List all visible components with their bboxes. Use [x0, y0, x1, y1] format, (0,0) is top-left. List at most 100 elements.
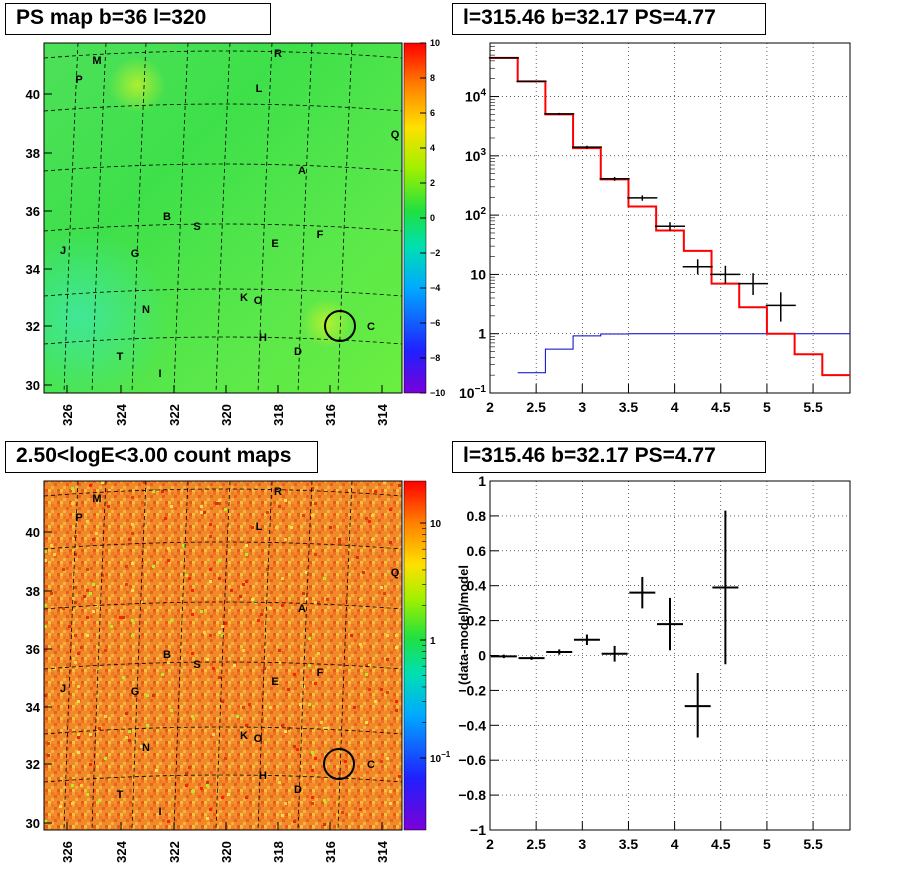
count-pixel	[248, 703, 251, 706]
grid-longitude-line	[91, 42, 107, 394]
x-tick-label: 2.5	[526, 399, 546, 415]
count-pixel	[131, 634, 134, 637]
count-pixel	[299, 703, 302, 706]
source-label-e: E	[271, 238, 278, 250]
source-label-h: H	[259, 770, 267, 782]
count-pixel	[77, 685, 80, 688]
count-pixel	[209, 535, 212, 538]
count-pixel	[125, 565, 128, 568]
colorbar-tick-label: −6	[430, 318, 440, 328]
count-pixel	[125, 583, 128, 586]
count-pixel	[104, 649, 107, 652]
count-pixel	[209, 580, 212, 583]
count-pixel	[311, 796, 314, 799]
x-tick-label: 3.5	[619, 399, 639, 415]
count-pixel	[362, 571, 365, 574]
count-pixel	[365, 721, 368, 724]
count-pixel	[44, 694, 47, 697]
count-pixel	[269, 607, 272, 610]
count-pixel	[146, 694, 149, 697]
count-pixel	[293, 673, 296, 676]
count-pixel	[68, 625, 71, 628]
colorbar-tick-label: −8	[430, 353, 440, 363]
count-pixel	[257, 619, 260, 622]
count-pixel	[380, 760, 383, 763]
count-pixel	[239, 595, 242, 598]
count-pixel	[209, 634, 212, 637]
count-pixel	[386, 691, 389, 694]
source-label-n: N	[142, 742, 150, 754]
count-pixel	[395, 646, 398, 649]
source-label-i: I	[158, 368, 161, 380]
count-pixel	[50, 544, 53, 547]
count-pixel	[191, 613, 194, 616]
count-pixel	[365, 664, 368, 667]
source-label-q: Q	[391, 567, 400, 579]
count-pixel	[242, 649, 245, 652]
x-tick-label: 314	[375, 403, 390, 425]
count-pixel	[374, 490, 377, 493]
x-tick-label: 4	[671, 836, 679, 852]
count-pixel	[380, 688, 383, 691]
count-pixel	[71, 502, 74, 505]
count-pixel	[185, 574, 188, 577]
count-pixel	[44, 559, 47, 562]
count-pixel	[86, 568, 89, 571]
source-label-s: S	[193, 221, 200, 233]
count-map-source-labels: M R P L Q A B S J G E F K O N C H D T I	[60, 486, 400, 818]
count-pixel	[302, 514, 305, 517]
count-pixel	[395, 571, 398, 574]
count-pixel	[326, 598, 329, 601]
ps-map-coordinate-grid	[43, 42, 403, 394]
count-pixel	[221, 634, 224, 637]
count-map-y-ticks: 40 38 36 34 32 30	[26, 525, 52, 831]
colorbar-tick-base: 10	[430, 519, 442, 530]
count-pixel	[146, 724, 149, 727]
count-pixel	[92, 610, 95, 613]
x-tick-label: 318	[271, 404, 286, 426]
grid-longitude-line	[215, 42, 231, 394]
count-pixel	[365, 517, 368, 520]
count-pixel	[74, 601, 77, 604]
y-tick-label-exponent: 3	[480, 147, 486, 158]
x-tick-label: 3	[578, 399, 586, 415]
source-label-j: J	[60, 245, 66, 257]
y-tick-label: 40	[26, 525, 40, 540]
count-pixel	[98, 799, 101, 802]
count-pixel	[323, 799, 326, 802]
source-label-o: O	[254, 733, 263, 745]
source-label-c: C	[367, 759, 375, 771]
count-pixel	[278, 661, 281, 664]
source-label-b: B	[163, 211, 171, 223]
count-pixel	[47, 742, 50, 745]
count-pixel	[371, 514, 374, 517]
spectrum-frame	[489, 42, 851, 394]
colorbar-tick-label: −2	[430, 248, 440, 258]
y-tick-label: 32	[26, 757, 40, 772]
count-pixel	[185, 772, 188, 775]
count-pixel	[125, 736, 128, 739]
count-pixel	[47, 754, 50, 757]
count-pixel	[77, 652, 80, 655]
count-pixel	[77, 700, 80, 703]
y-tick-label: −0.8	[458, 787, 486, 803]
count-pixel	[314, 502, 317, 505]
count-pixel	[206, 817, 209, 820]
count-pixel	[89, 763, 92, 766]
count-pixel	[86, 589, 89, 592]
x-tick-label: 4.5	[711, 399, 731, 415]
count-pixel	[209, 808, 212, 811]
x-tick-label: 326	[60, 404, 75, 426]
colorbar-tick-base: 1	[430, 636, 436, 647]
x-tick-label: 326	[60, 841, 75, 863]
y-tick-label: 36	[26, 642, 40, 657]
count-pixel	[386, 658, 389, 661]
count-pixel	[155, 769, 158, 772]
x-tick-label: 2	[486, 399, 494, 415]
grid-latitude-line	[43, 288, 403, 297]
y-tick-label: 1	[478, 326, 486, 342]
count-pixel	[386, 634, 389, 637]
